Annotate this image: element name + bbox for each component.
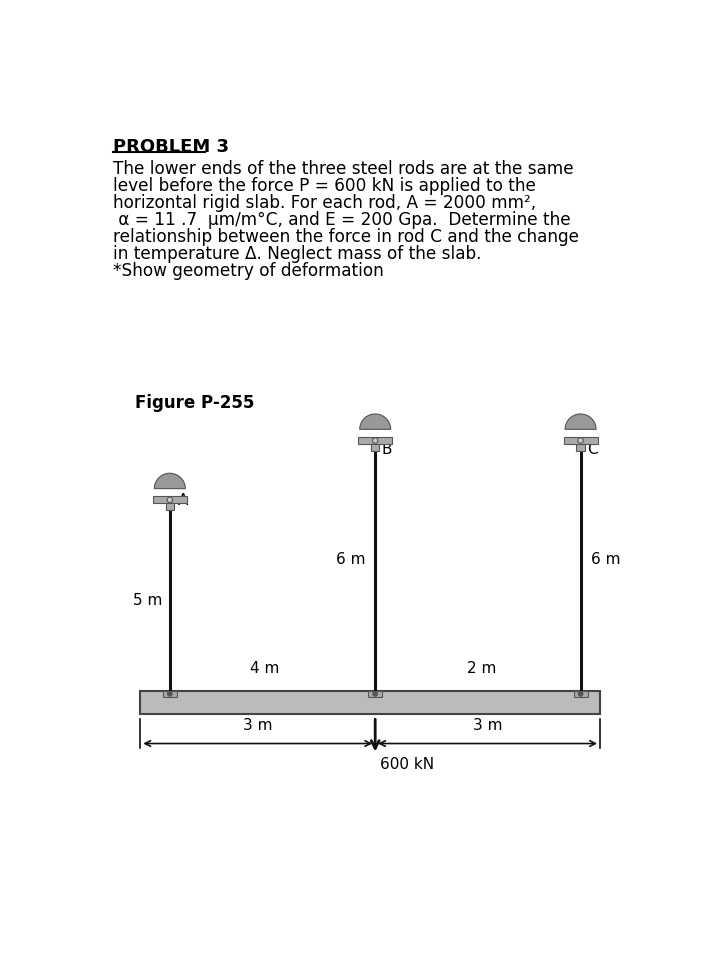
Text: C: C: [587, 442, 598, 457]
Bar: [574, 691, 588, 697]
Bar: [564, 437, 598, 444]
Wedge shape: [565, 414, 596, 429]
Text: 3 m: 3 m: [473, 718, 503, 732]
Bar: [358, 437, 392, 444]
Text: Figure P-255: Figure P-255: [135, 394, 254, 412]
Text: in temperature Δ. Neglect mass of the slab.: in temperature Δ. Neglect mass of the sl…: [113, 245, 482, 263]
Text: horizontal rigid slab. For each rod, A = 2000 mm²,: horizontal rigid slab. For each rod, A =…: [113, 194, 536, 212]
Text: 3 m: 3 m: [243, 718, 273, 732]
Wedge shape: [360, 414, 391, 429]
Text: 5 m: 5 m: [132, 593, 162, 609]
Text: B: B: [382, 442, 392, 457]
Text: 2 m: 2 m: [467, 660, 497, 676]
Text: The lower ends of the three steel rods are at the same: The lower ends of the three steel rods a…: [113, 160, 574, 178]
Bar: [140, 691, 600, 714]
Bar: [153, 496, 187, 503]
Circle shape: [578, 691, 583, 696]
Circle shape: [372, 438, 378, 444]
Bar: [368, 691, 382, 697]
Text: level before the force P = 600 kN is applied to the: level before the force P = 600 kN is app…: [113, 177, 536, 195]
Text: 6 m: 6 m: [336, 552, 366, 567]
Text: relationship between the force in rod C and the change: relationship between the force in rod C …: [113, 228, 580, 246]
Circle shape: [578, 438, 583, 444]
Text: 600 kN: 600 kN: [380, 757, 434, 773]
Circle shape: [167, 497, 173, 502]
Bar: [166, 503, 174, 510]
Bar: [576, 444, 585, 451]
Bar: [163, 691, 177, 697]
Wedge shape: [154, 473, 185, 489]
Text: α = 11 .7  μm/m°C, and E = 200 Gpa.  Determine the: α = 11 .7 μm/m°C, and E = 200 Gpa. Deter…: [113, 210, 571, 228]
Circle shape: [168, 691, 172, 696]
Circle shape: [373, 691, 377, 696]
Text: 4 m: 4 m: [250, 660, 279, 676]
Text: *Show geometry of deformation: *Show geometry of deformation: [113, 261, 384, 279]
Text: PROBLEM 3: PROBLEM 3: [113, 138, 229, 156]
Text: 6 m: 6 m: [591, 552, 621, 567]
Bar: [371, 444, 379, 451]
Text: A: A: [178, 493, 188, 509]
